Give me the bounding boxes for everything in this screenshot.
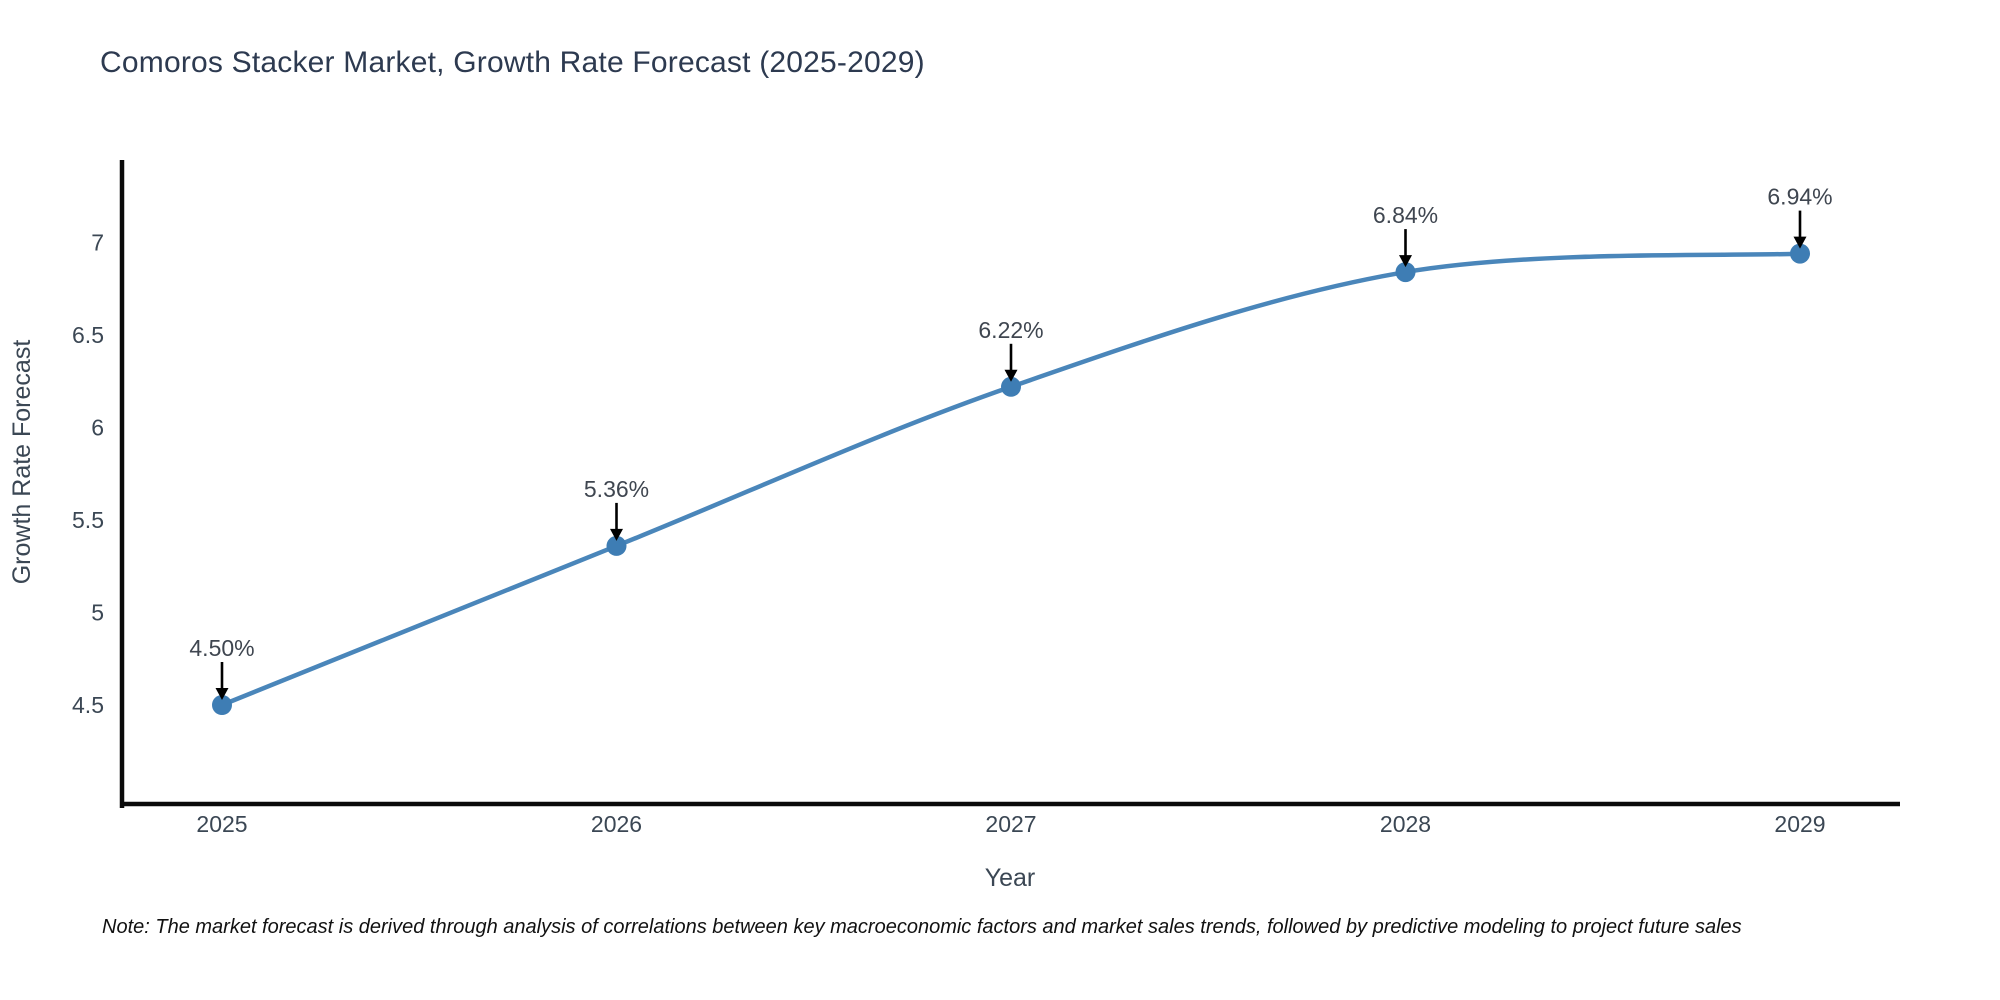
y-tick-label: 5.5 [72,507,104,533]
chart-title: Comoros Stacker Market, Growth Rate Fore… [100,46,925,79]
annotation-arrowhead [215,688,229,700]
annotation-label: 6.22% [978,317,1043,343]
x-tick-label: 2025 [196,811,247,837]
x-tick-label: 2029 [1774,811,1825,837]
y-tick-label: 7 [91,230,104,256]
data-point-marker [1790,243,1810,264]
x-tick-label: 2028 [1380,811,1431,837]
y-axis-title: Growth Rate Forecast [8,340,36,585]
x-axis-title: Year [985,864,1036,892]
annotation-label: 6.94% [1767,184,1832,210]
annotation-label: 4.50% [189,635,254,661]
y-tick-label: 4.5 [72,692,104,718]
data-point-marker [212,695,232,715]
y-tick-label: 6.5 [72,322,104,348]
data-point-marker [1001,376,1021,397]
annotation-arrowhead [610,528,623,541]
data-point-marker [606,535,627,556]
footnote-text: Note: The market forecast is derived thr… [102,916,1742,938]
annotation-arrowhead [1004,369,1018,382]
x-tick-label: 2026 [591,811,642,837]
data-point-marker [1395,262,1416,283]
annotation-label: 5.36% [584,476,649,502]
y-tick-label: 6 [91,415,104,441]
y-tick-label: 5 [91,600,104,626]
annotation-arrowhead [1399,255,1412,268]
annotation-arrowhead [1793,236,1807,249]
x-tick-label: 2027 [985,811,1036,837]
annotation-label: 6.84% [1373,202,1438,228]
